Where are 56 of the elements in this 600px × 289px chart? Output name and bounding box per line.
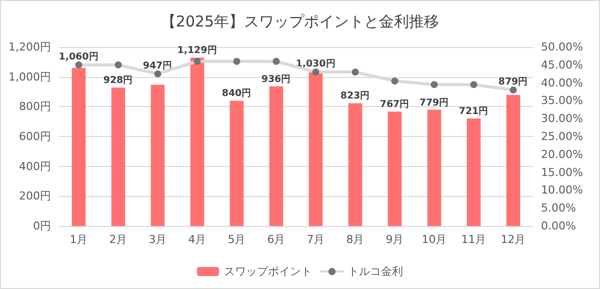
y-tick-label: 1,200円 — [8, 40, 51, 54]
bar — [269, 86, 284, 226]
y2-tick-label: 40.00% — [541, 76, 583, 90]
bar — [150, 84, 165, 226]
bar — [308, 72, 323, 226]
y-tick-label: 0円 — [33, 220, 51, 232]
x-tick-label: 1月 — [70, 233, 88, 246]
data-label: 823円 — [340, 90, 370, 102]
y-tick-label: 600円 — [19, 130, 51, 143]
y-tick-label: 400円 — [19, 160, 51, 173]
y2-tick-label: 45.00% — [541, 58, 583, 72]
bar — [111, 88, 126, 226]
bar — [466, 118, 481, 226]
data-label: 1,030円 — [296, 58, 336, 70]
x-tick-label: 5月 — [228, 233, 246, 246]
bar — [72, 68, 86, 226]
x-tick-label: 2月 — [109, 233, 128, 246]
y2-tick-label: 10.00% — [541, 184, 583, 197]
data-label: 1,129円 — [177, 45, 218, 56]
bar — [190, 58, 204, 226]
y2-tick-label: 35.00% — [541, 94, 583, 108]
bar — [348, 103, 362, 226]
y-tick-label: 1,000円 — [8, 70, 51, 84]
x-tick-label: 8月 — [346, 233, 364, 246]
data-label: 879円 — [498, 76, 528, 88]
y2-tick-label: 50.00% — [541, 40, 583, 54]
bar — [388, 112, 402, 226]
legend-label: スワップポイント — [224, 265, 312, 278]
data-label: 767円 — [380, 99, 410, 110]
bar — [230, 100, 244, 226]
data-label: 1,060円 — [58, 51, 99, 62]
x-tick-label: 7月 — [306, 233, 325, 246]
x-tick-label: 6月 — [267, 233, 286, 246]
y2-tick-label: 15.00% — [541, 166, 583, 179]
data-label: 840円 — [222, 88, 252, 100]
y2-tick-label: 20.00% — [541, 148, 583, 161]
data-label: 936円 — [261, 74, 292, 85]
data-label: 779円 — [419, 97, 450, 108]
data-label: 721円 — [458, 106, 489, 117]
y2-tick-label: 0.00% — [541, 220, 576, 232]
x-tick-label: 4月 — [188, 233, 206, 246]
x-tick-label: 9月 — [386, 233, 404, 246]
data-label: 928円 — [103, 75, 134, 86]
y2-tick-label: 25.00% — [541, 130, 583, 143]
bar — [427, 110, 442, 226]
y2-tick-label: 5.00% — [541, 202, 576, 215]
chart-title: 【2025年】スワップポイントと金利推移 — [160, 12, 440, 30]
x-tick-label: 10月 — [422, 233, 447, 246]
legend-label: トルコ金利 — [348, 265, 403, 278]
y-tick-label: 200円 — [19, 190, 51, 203]
x-tick-label: 3月 — [148, 233, 167, 246]
y-tick-label: 800円 — [19, 100, 51, 114]
x-tick-label: 12月 — [500, 233, 526, 246]
y2-tick-label: 30.00% — [541, 112, 583, 126]
bar — [506, 94, 520, 226]
x-tick-label: 11月 — [461, 233, 486, 246]
